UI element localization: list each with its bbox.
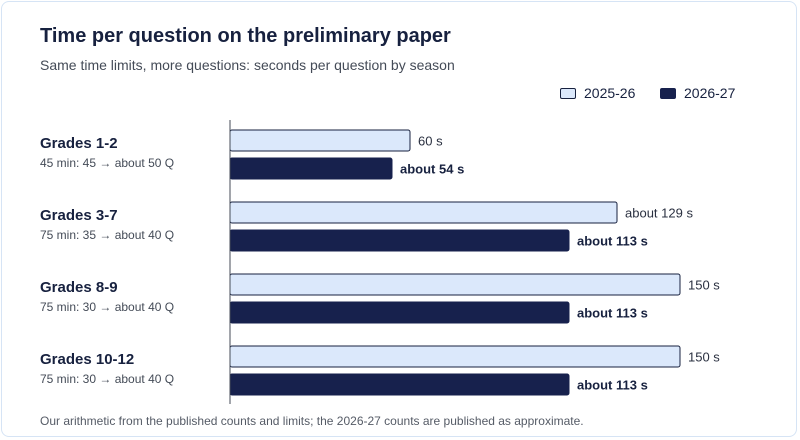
data-label-2025-26-grades-1-2: 60 s bbox=[418, 134, 443, 149]
bar-2025-26-grades-10-12 bbox=[229, 345, 681, 368]
category-note-grades-1-2: 45 min: 45 → about 50 Q bbox=[40, 156, 174, 170]
chart-title: Time per question on the preliminary pap… bbox=[40, 25, 451, 47]
data-label-2026-27-grades-3-7: about 113 s bbox=[577, 234, 648, 249]
category-label-grades-10-12: Grades 10-12 bbox=[40, 351, 134, 368]
data-label-2026-27-grades-8-9: about 113 s bbox=[577, 306, 648, 321]
legend-label-2025-26: 2025-26 bbox=[584, 85, 636, 101]
category-note-grades-10-12: 75 min: 30 → about 40 Q bbox=[40, 372, 174, 386]
data-label-2025-26-grades-10-12: 150 s bbox=[688, 350, 720, 365]
data-label-2026-27-grades-1-2: about 54 s bbox=[400, 162, 464, 177]
bar-2025-26-grades-8-9 bbox=[229, 273, 681, 296]
legend-item-2026-27: 2026-27 bbox=[660, 84, 735, 102]
data-label-2026-27-grades-10-12: about 113 s bbox=[577, 378, 648, 393]
category-label-grades-3-7: Grades 3-7 bbox=[40, 207, 118, 224]
bar-2026-27-grades-3-7 bbox=[229, 229, 570, 252]
category-note-grades-8-9: 75 min: 30 → about 40 Q bbox=[40, 300, 174, 314]
category-note-grades-3-7: 75 min: 35 → about 40 Q bbox=[40, 228, 174, 242]
category-label-grades-1-2: Grades 1-2 bbox=[40, 135, 118, 152]
legend-swatch-2025-26 bbox=[560, 87, 576, 99]
data-label-2025-26-grades-3-7: about 129 s bbox=[625, 206, 693, 221]
bar-2026-27-grades-8-9 bbox=[229, 301, 570, 324]
chart-legend: 2025-26 2026-27 bbox=[0, 84, 800, 102]
bar-2025-26-grades-3-7 bbox=[229, 201, 618, 224]
bar-2026-27-grades-10-12 bbox=[229, 373, 570, 396]
category-label-grades-8-9: Grades 8-9 bbox=[40, 279, 118, 296]
legend-swatch-2026-27 bbox=[660, 87, 676, 99]
chart-subtitle: Same time limits, more questions: second… bbox=[40, 57, 455, 73]
bar-2026-27-grades-1-2 bbox=[229, 157, 393, 180]
bar-2025-26-grades-1-2 bbox=[229, 129, 411, 152]
chart-footnote: Our arithmetic from the published counts… bbox=[40, 414, 584, 428]
data-label-2025-26-grades-8-9: 150 s bbox=[688, 278, 720, 293]
legend-item-2025-26: 2025-26 bbox=[560, 84, 635, 102]
legend-label-2026-27: 2026-27 bbox=[684, 85, 736, 101]
